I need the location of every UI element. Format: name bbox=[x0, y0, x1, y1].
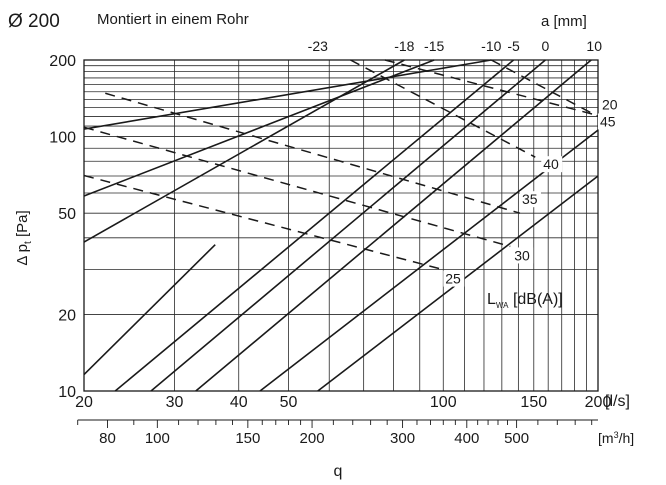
damper-line bbox=[83, 59, 492, 130]
damper-line bbox=[259, 129, 599, 392]
damper-top-label: -23 bbox=[308, 38, 328, 54]
y-axis-label: Δ pt [Pa] bbox=[14, 210, 34, 265]
sound-label-bg bbox=[598, 113, 619, 130]
top-axis-label: a [mm] bbox=[541, 13, 587, 30]
sound-label-bg bbox=[443, 270, 465, 287]
damper-top-label: 0 bbox=[541, 38, 549, 54]
sound-label-bg bbox=[600, 96, 621, 113]
sound-label-bg bbox=[519, 191, 541, 208]
y-tick-label: 20 bbox=[58, 307, 76, 324]
damper-top-label: -10 bbox=[481, 38, 501, 54]
sound-level-label: 30 bbox=[514, 247, 530, 263]
x-tick-label-ls: 200 bbox=[585, 394, 612, 411]
sound-label-bg bbox=[512, 247, 534, 264]
x-tick-label-ls: 30 bbox=[166, 394, 184, 411]
damper-line bbox=[83, 244, 216, 376]
y-tick-label: 100 bbox=[49, 130, 76, 147]
x-tick-label-m3h: 200 bbox=[300, 430, 325, 447]
damper-line bbox=[83, 59, 435, 197]
sound-level-line bbox=[105, 92, 521, 214]
x-tick-label-ls: 50 bbox=[280, 394, 298, 411]
x-tick-label-m3h: 400 bbox=[454, 430, 479, 447]
sound-level-line bbox=[83, 126, 511, 248]
x-tick-label-ls: 20 bbox=[75, 394, 93, 411]
sound-level-label: 35 bbox=[522, 191, 538, 207]
y-tick-label: 50 bbox=[58, 206, 76, 223]
damper-top-label: -18 bbox=[394, 38, 414, 54]
x-tick-label-m3h: 500 bbox=[504, 430, 529, 447]
sound-level-label: 20 bbox=[602, 97, 618, 113]
sound-level-label: 45 bbox=[600, 113, 616, 129]
grid bbox=[83, 59, 599, 392]
y-tick-label: 200 bbox=[49, 53, 76, 70]
chart-title: Montiert in einem Rohr bbox=[97, 11, 249, 28]
diameter-label: Ø 200 bbox=[8, 11, 60, 32]
x-tick-label-m3h: 150 bbox=[235, 430, 260, 447]
sound-level-line bbox=[384, 59, 599, 117]
sound-level-line bbox=[350, 59, 536, 158]
plot-frame bbox=[83, 59, 599, 392]
damper-top-label: -15 bbox=[424, 38, 444, 54]
x-tick-label-m3h: 300 bbox=[390, 430, 415, 447]
sound-level-label: 40 bbox=[543, 156, 559, 172]
x-unit-m3h: [m3/h] bbox=[598, 430, 634, 446]
sound-level-line bbox=[83, 174, 444, 271]
damper-line bbox=[195, 59, 592, 392]
sound-level-line bbox=[490, 59, 599, 118]
x-unit-ls: [l/s] bbox=[605, 393, 630, 410]
x-tick-label-m3h: 80 bbox=[99, 430, 116, 447]
x-tick-label-ls: 40 bbox=[230, 394, 248, 411]
x-axis-label: q bbox=[334, 463, 343, 480]
x-tick-label-ls: 100 bbox=[430, 394, 457, 411]
sound-level-label: 25 bbox=[445, 271, 461, 287]
damper-top-label: -5 bbox=[507, 38, 520, 54]
x-tick-label-m3h: 100 bbox=[145, 430, 170, 447]
damper-line bbox=[114, 59, 515, 392]
legend-label: LWA [dB(A)] bbox=[487, 291, 563, 310]
sound-label-bg bbox=[541, 156, 563, 173]
y-tick-label: 10 bbox=[58, 384, 76, 401]
x-tick-label-ls: 150 bbox=[520, 394, 547, 411]
damper-line bbox=[150, 59, 546, 392]
damper-top-label: 10 bbox=[586, 38, 602, 54]
damper-line bbox=[83, 59, 405, 243]
